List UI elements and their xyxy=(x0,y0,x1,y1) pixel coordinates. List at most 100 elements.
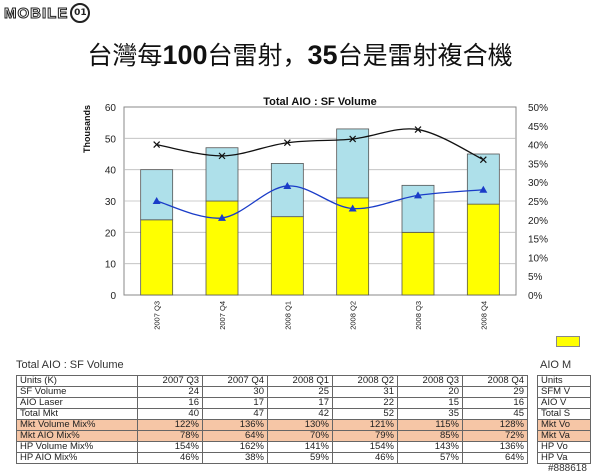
side-table-cell: Total S xyxy=(537,408,591,420)
bar-segment-lower xyxy=(401,231,435,296)
table-cell: 57% xyxy=(397,452,463,464)
black-mix-line xyxy=(156,128,484,161)
side-table-row: Mkt Vo xyxy=(537,419,591,431)
y-tick-label: 50 xyxy=(105,134,117,145)
y2-tick-label: 10% xyxy=(528,253,548,264)
table-cell: 122% xyxy=(137,419,203,431)
title-part-1: 台灣每 xyxy=(87,41,163,70)
table-cell: 64% xyxy=(462,452,528,464)
table-cell: 143% xyxy=(397,441,463,453)
x-tick-label: 2007 Q4 xyxy=(218,301,227,330)
table-row: Mkt Volume Mix% 122% 136% 130% 121% 115% 128% xyxy=(16,419,528,431)
side-table-row: Mkt Va xyxy=(537,430,591,442)
x-tick-label: 2008 Q4 xyxy=(479,301,488,330)
table-cell: 31 xyxy=(332,386,398,398)
table-row: AIO Laser 16 17 17 22 15 16 xyxy=(16,397,528,409)
y2-tick-label: 35% xyxy=(528,159,548,170)
table-row: Total Mkt 40 47 42 52 35 45 xyxy=(16,408,528,420)
table-row: Mkt AIO Mix% 78% 64% 70% 79% 85% 72% xyxy=(16,430,528,442)
title-number-2: 35 xyxy=(307,40,338,70)
table-cell: 42 xyxy=(267,408,333,420)
triangle-marker xyxy=(283,181,292,189)
bar-segment-lower xyxy=(336,197,370,296)
table-cell: 45 xyxy=(462,408,528,420)
side-table-row: Units xyxy=(537,375,591,387)
mobile01-logo: MOBILE 01 xyxy=(3,3,91,23)
table-cell: 17 xyxy=(202,397,268,409)
bar-segment-lower xyxy=(270,216,304,296)
bar-segment-lower xyxy=(205,200,239,296)
table-cell: 46% xyxy=(137,452,203,464)
table-title: Total AIO : SF Volume xyxy=(16,359,124,371)
y2-tick-label: 15% xyxy=(528,235,548,246)
y-tick-label: 20 xyxy=(105,228,117,239)
triangle-marker xyxy=(414,191,422,199)
side-table-cell: AIO V xyxy=(537,397,591,409)
table-header-cell: 2007 Q3 xyxy=(137,375,203,387)
y-tick-label: 0 xyxy=(110,291,116,302)
row-label: Mkt Volume Mix% xyxy=(16,419,138,431)
side-table-row: AIO V xyxy=(537,397,591,409)
row-label: Mkt AIO Mix% xyxy=(16,430,138,442)
y-tick-label: 10 xyxy=(105,260,117,271)
table-cell: 16 xyxy=(462,397,528,409)
side-table-cell: SFM V xyxy=(537,386,591,398)
table-cell: 121% xyxy=(332,419,398,431)
y-axis-label: Thousands xyxy=(82,105,92,153)
table-cell: 115% xyxy=(397,419,463,431)
table-header-cell: 2008 Q3 xyxy=(397,375,463,387)
y-tick-label: 40 xyxy=(105,166,117,177)
title-part-3: 台是雷射複合機 xyxy=(337,41,513,70)
table-cell: 141% xyxy=(267,441,333,453)
x-tick-label: 2008 Q2 xyxy=(349,301,358,330)
x-tick-label: 2008 Q3 xyxy=(414,301,423,330)
table-cell: 78% xyxy=(137,430,203,442)
side-table-cell: Mkt Vo xyxy=(537,419,591,431)
table-cell: 47 xyxy=(202,408,268,420)
table-cell: 79% xyxy=(332,430,398,442)
row-label: SF Volume xyxy=(16,386,138,398)
row-label: HP Volume Mix% xyxy=(16,441,138,453)
table-cell: 128% xyxy=(462,419,528,431)
table-cell: 52 xyxy=(332,408,398,420)
table-cell: 130% xyxy=(267,419,333,431)
side-table-cell: Mkt Va xyxy=(537,430,591,442)
watermark-id: #888618 xyxy=(548,463,587,474)
table-cell: 38% xyxy=(202,452,268,464)
logo-mark: 01 xyxy=(70,3,91,23)
table-cell: 15 xyxy=(397,397,463,409)
table-row: SF Volume 24 30 25 31 20 29 xyxy=(16,386,528,398)
table-cell: 59% xyxy=(267,452,333,464)
x-marker xyxy=(349,135,357,143)
triangle-marker xyxy=(218,213,226,221)
table-header-cell: 2007 Q4 xyxy=(202,375,268,387)
bar-segment-lower xyxy=(466,203,500,296)
table-header-cell: 2008 Q4 xyxy=(462,375,528,387)
bar-segment-lower xyxy=(140,219,174,296)
y2-tick-label: 45% xyxy=(528,122,548,133)
side-table: Units SFM V AIO V Total S Mkt Vo Mkt Va HP Vo H… xyxy=(537,375,591,464)
table-cell: 25 xyxy=(267,386,333,398)
table-cell: 22 xyxy=(332,397,398,409)
table-cell: 20 xyxy=(397,386,463,398)
table-cell: 136% xyxy=(202,419,268,431)
y2-tick-label: 50% xyxy=(528,103,548,114)
y2-tick-label: 40% xyxy=(528,141,548,152)
side-table-row: HP Vo xyxy=(537,441,591,453)
triangle-marker xyxy=(479,185,488,193)
table-row: HP AIO Mix% 46% 38% 59% 46% 57% 64% xyxy=(16,452,528,464)
row-label: HP AIO Mix% xyxy=(16,452,138,464)
table-header-row: Units (K) 2007 Q3 2007 Q4 2008 Q1 2008 Q2 200… xyxy=(16,375,528,387)
chart-title: Total AIO : SF Volume xyxy=(263,96,376,108)
x-marker xyxy=(414,126,422,133)
table-cell: 29 xyxy=(462,386,528,398)
triangle-marker xyxy=(348,204,357,212)
bar-segment-upper xyxy=(270,163,304,218)
table-cell: 17 xyxy=(267,397,333,409)
table-cell: 70% xyxy=(267,430,333,442)
bar-segment-upper xyxy=(140,169,174,221)
y-tick-label: 60 xyxy=(105,103,117,114)
y2-tick-label: 5% xyxy=(528,272,543,283)
table-cell: 30 xyxy=(202,386,268,398)
table-header-cell: 2008 Q1 xyxy=(267,375,333,387)
